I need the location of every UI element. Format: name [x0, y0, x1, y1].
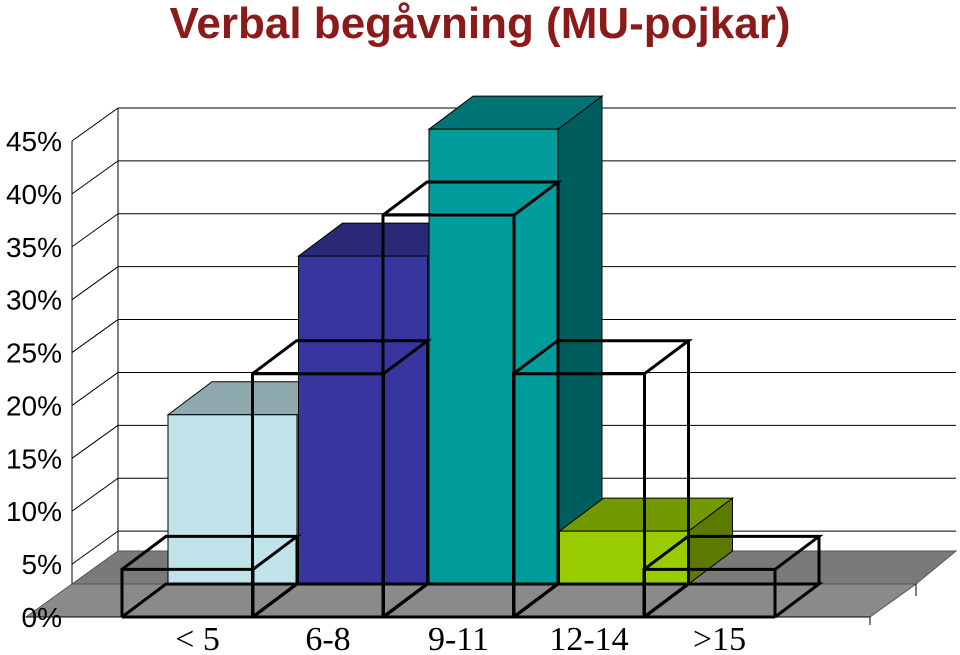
gridline-side	[71, 107, 119, 142]
x-tick-label: >15	[693, 621, 746, 655]
y-tick-label: 10%	[6, 496, 62, 527]
gridline-side	[71, 477, 119, 512]
bar-front	[559, 530, 689, 585]
y-tick-labels: 0%5%10%15%20%25%30%35%40%45%	[6, 126, 62, 633]
gridline-side	[71, 424, 119, 459]
outline-top	[121, 534, 302, 571]
x-tick-label: < 5	[175, 621, 220, 655]
outline-top	[251, 339, 432, 375]
x-tick-label: 12-14	[549, 621, 628, 655]
y-tick-label: 15%	[6, 443, 62, 474]
y-tick-label: 30%	[6, 285, 62, 316]
gridline-side	[71, 160, 119, 195]
y-tick-label: 45%	[6, 126, 62, 157]
outline-front	[512, 372, 646, 617]
x-tick-label: 6-8	[305, 621, 350, 655]
gridline-side	[71, 530, 119, 565]
outline-bottom	[643, 582, 824, 619]
x-tick-labels: < 5 6-8 9-11 12-14 >15	[175, 621, 746, 655]
y-tick-label: 35%	[6, 232, 62, 263]
gridline-side	[71, 319, 119, 353]
y-tick-label: 25%	[6, 338, 62, 369]
left-wall	[72, 108, 118, 585]
gridline-side	[71, 266, 119, 301]
outline-top	[643, 534, 824, 571]
gridline-side	[71, 372, 119, 406]
bar-front	[298, 255, 428, 585]
y-tick-label: 40%	[6, 179, 62, 210]
outline-top	[382, 180, 563, 217]
bar-filled	[427, 95, 604, 585]
outline-front	[642, 567, 777, 617]
gridline-side	[71, 213, 119, 248]
y-tick-label: 20%	[6, 390, 62, 421]
bar-front	[167, 414, 298, 585]
chart-title: Verbal begåvning (MU-pojkar)	[169, 0, 791, 48]
x-tick-label: 9-11	[428, 621, 489, 655]
y-tick-label: 5%	[22, 549, 62, 580]
outline-top	[512, 339, 693, 375]
